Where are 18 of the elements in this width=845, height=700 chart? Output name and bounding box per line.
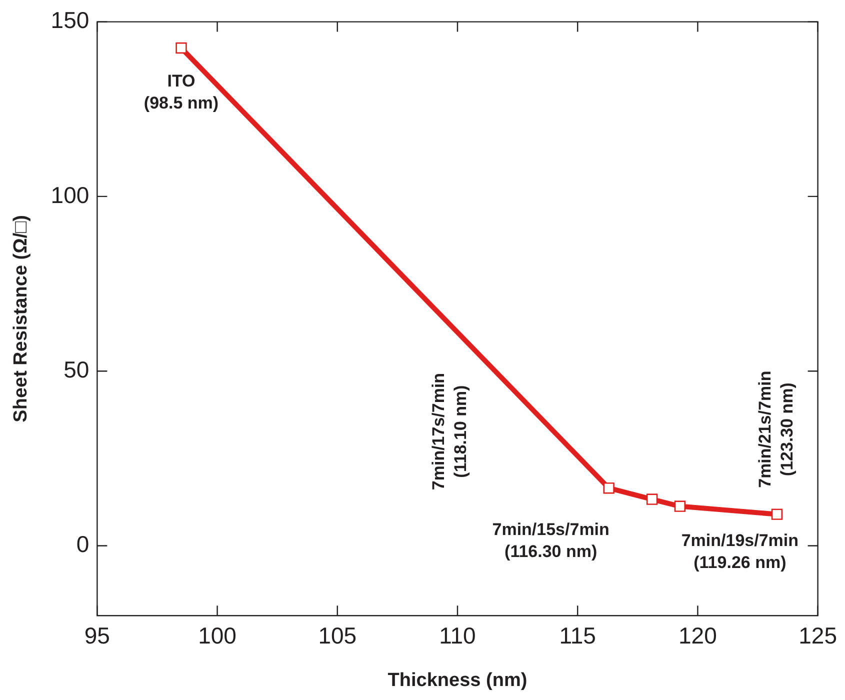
annotation: 7min/15s/7min (116.30 nm) xyxy=(492,520,610,561)
y-axis-title: Sheet Resistance (Ω/□) xyxy=(10,215,32,422)
y-tick-label: 100 xyxy=(50,182,90,208)
x-tick-label: 110 xyxy=(439,622,476,649)
x-tick-label: 100 xyxy=(198,622,236,649)
annotation: 7min/21s/7min (123.30 nm) xyxy=(756,370,797,488)
y-tick-label: 50 xyxy=(64,356,90,382)
x-tick-label: 115 xyxy=(559,622,596,649)
x-tick-label: 105 xyxy=(318,622,357,649)
y-tick-label: 0 xyxy=(76,531,90,558)
annotation: 7min/17s/7min (118.10 nm) xyxy=(428,372,470,490)
x-axis-title: Thickness (nm) xyxy=(388,670,528,691)
annotation: 7min/19s/7min (119.26 nm) xyxy=(681,530,799,572)
y-tick-label: 150 xyxy=(50,7,90,34)
x-tick-label: 95 xyxy=(84,622,110,649)
annotation: ITO (98.5 nm) xyxy=(144,72,219,113)
x-tick-label: 120 xyxy=(678,622,717,649)
x-tick-label: 125 xyxy=(798,622,837,649)
